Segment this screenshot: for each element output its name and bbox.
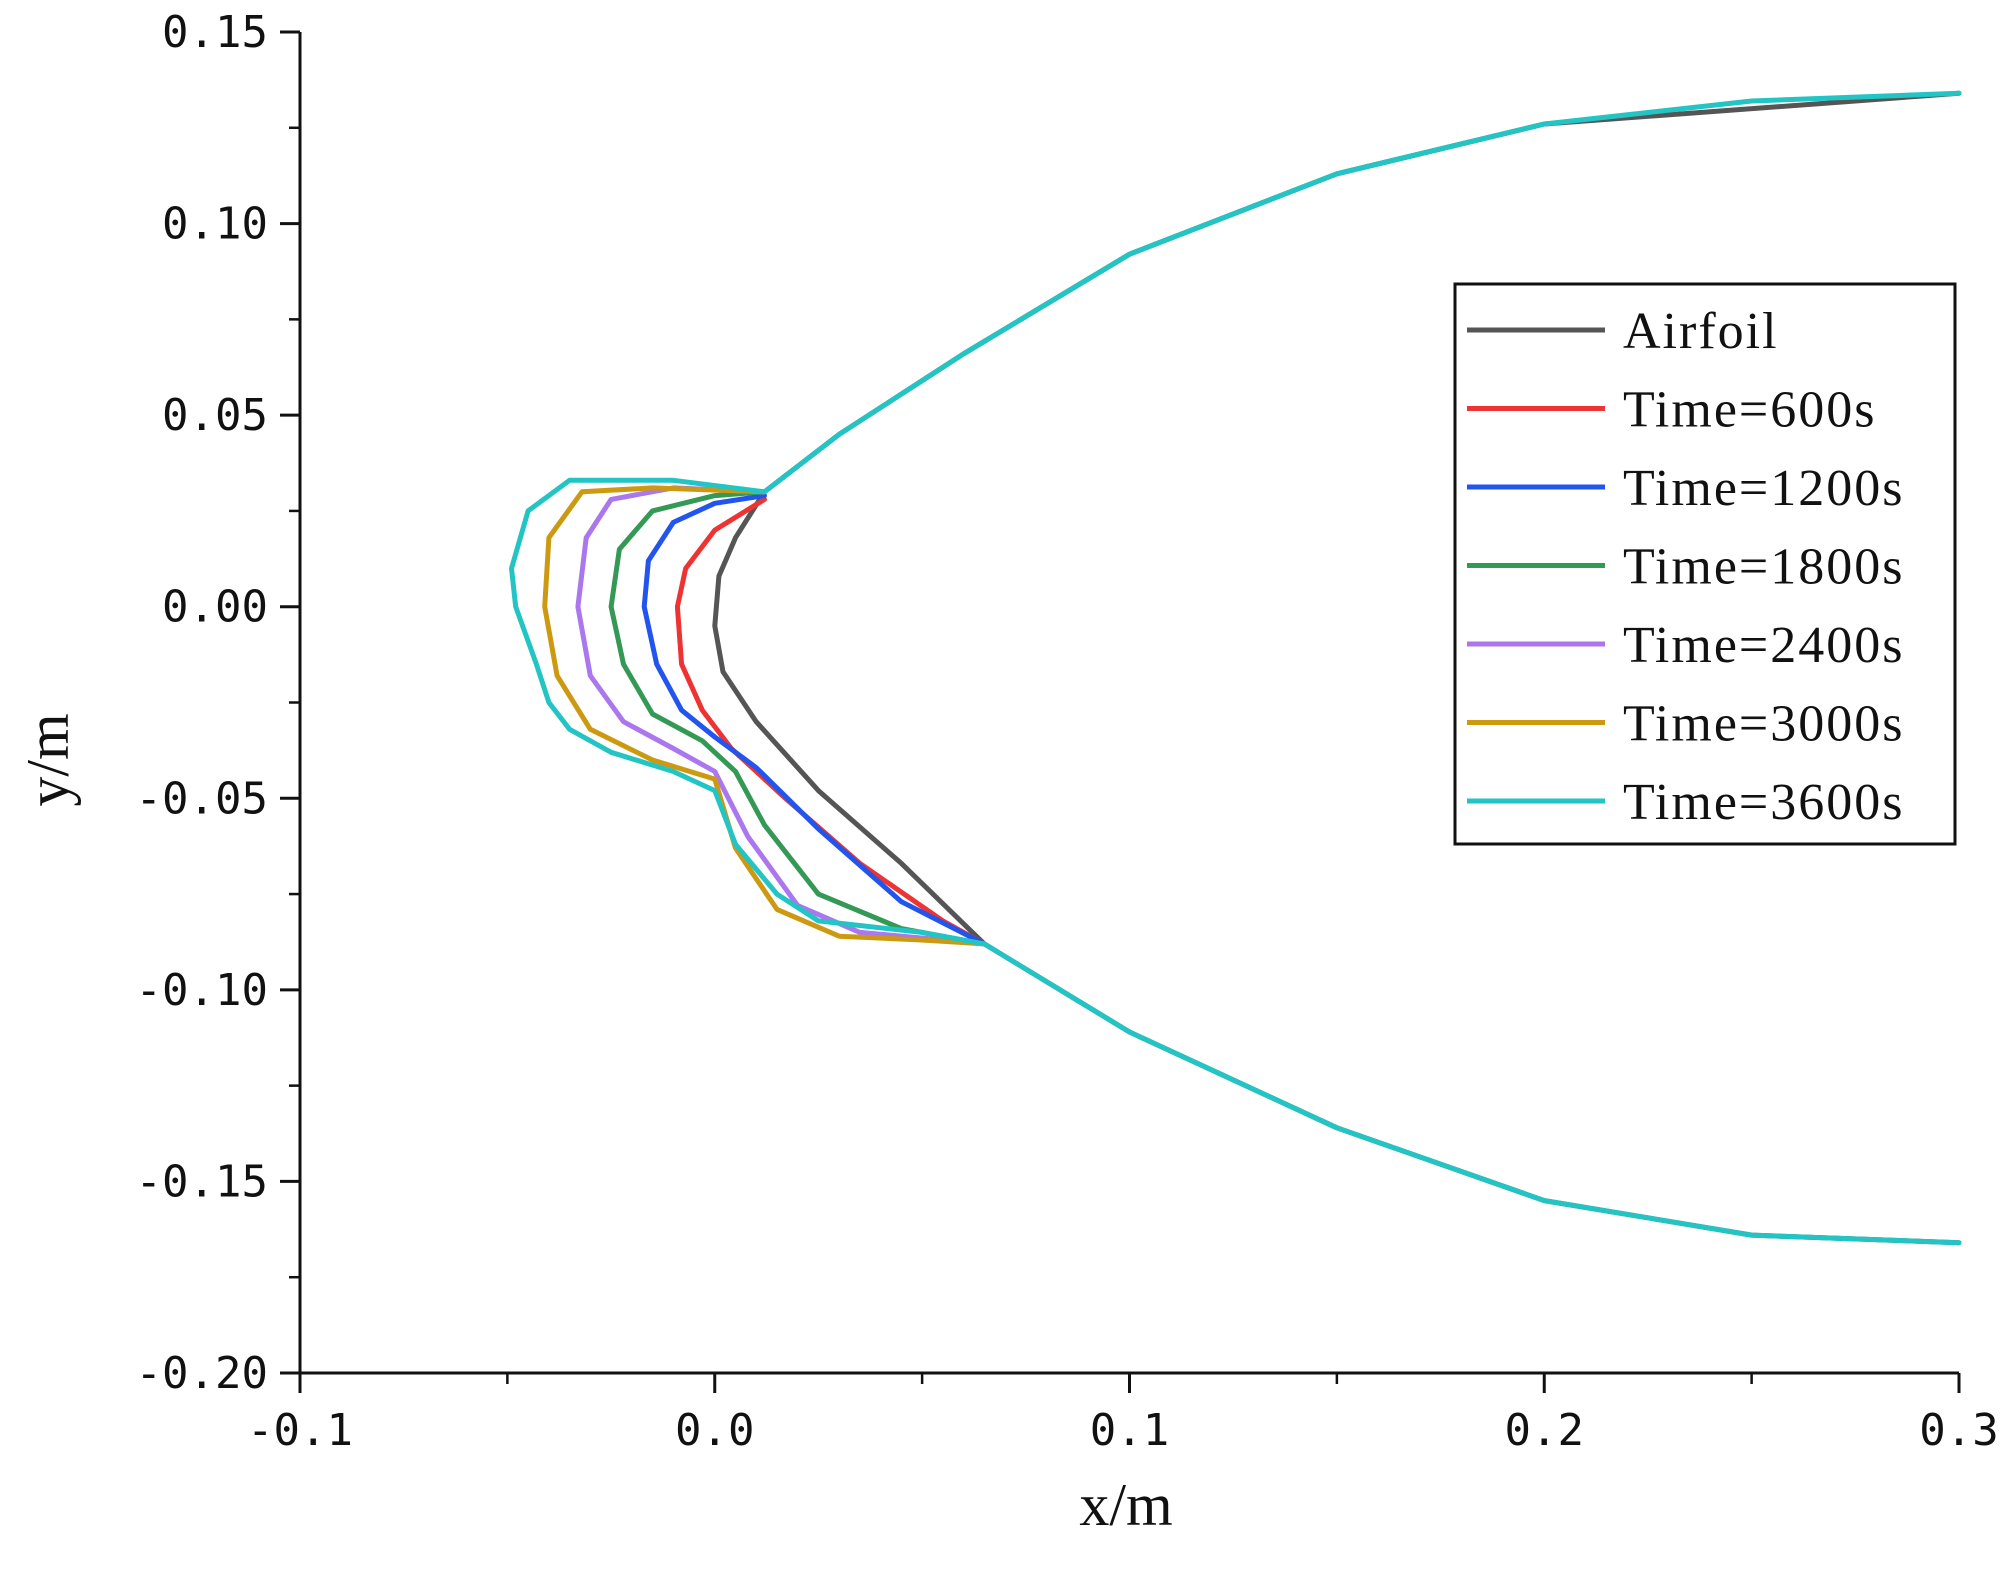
series-line-time-2400s: [575, 485, 987, 947]
series-line-time-1800s: [608, 489, 987, 947]
y-tick-label: -0.20: [136, 1348, 268, 1399]
y-tick-label: -0.05: [136, 773, 268, 824]
x-tick-label: -0.1: [247, 1405, 353, 1456]
legend-label-time-1200s: Time=1200s: [1623, 460, 1904, 517]
x-tick-label: 0.1: [1090, 1405, 1169, 1456]
series-lines: [509, 90, 1962, 1246]
legend-label-time-3600s: Time=3600s: [1623, 774, 1904, 831]
series-line-time-600s: [674, 496, 987, 947]
y-tick-label: -0.15: [136, 1156, 268, 1207]
series-line-time-3000s: [542, 485, 987, 947]
y-tick-label: 0.10: [162, 199, 268, 250]
x-tick-label: 0.0: [675, 1405, 754, 1456]
series-line-time-3600s: [509, 90, 1962, 1246]
legend-label-time-1800s: Time=1800s: [1623, 539, 1904, 596]
legend-label-airfoil: Airfoil: [1623, 303, 1779, 360]
legend: Airfoil Time=600s Time=1200s Time=1800s Time…: [1453, 282, 1957, 846]
x-axis-title: x/m: [1079, 1472, 1172, 1538]
y-tick-label: 0.00: [162, 582, 268, 633]
y-tick-label: -0.10: [136, 965, 268, 1016]
legend-label-time-3000s: Time=3000s: [1623, 696, 1904, 753]
series-line-time-1200s: [641, 493, 987, 947]
ticks: -0.1 0.0 0.1 0.2 0.3 0.15 0.10 0.05 0.00 -0.05 -0.…: [136, 7, 1999, 1456]
x-tick-label: 0.2: [1505, 1405, 1584, 1456]
legend-label-time-2400s: Time=2400s: [1623, 617, 1904, 674]
y-tick-label: 0.15: [162, 7, 268, 58]
x-tick-label: 0.3: [1919, 1405, 1998, 1456]
y-tick-label: 0.05: [162, 390, 268, 441]
y-axis-title: y/m: [15, 713, 81, 806]
legend-label-time-600s: Time=600s: [1623, 382, 1876, 439]
